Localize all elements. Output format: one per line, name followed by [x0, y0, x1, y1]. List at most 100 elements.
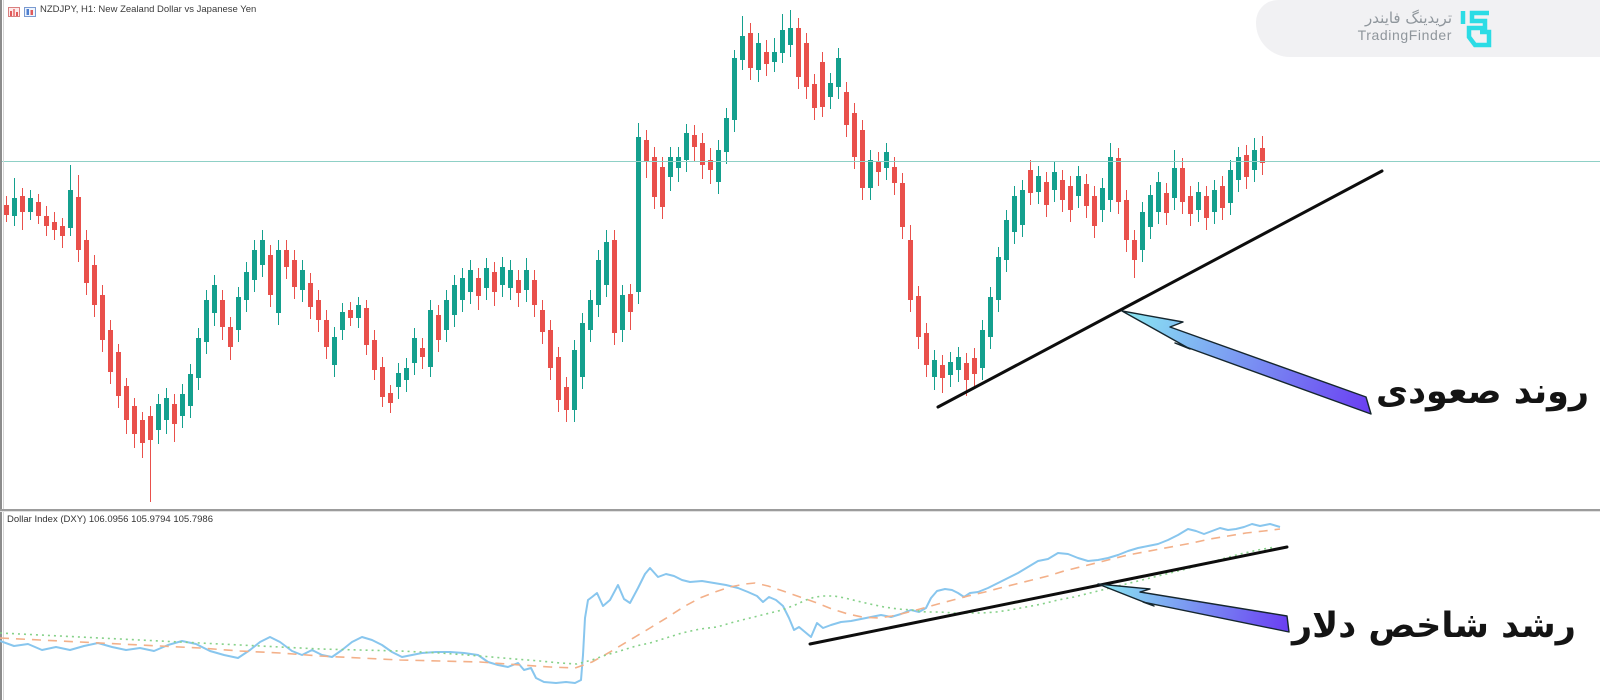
candle-body: [412, 338, 417, 363]
candle-body: [380, 367, 385, 397]
candle-body: [868, 160, 873, 188]
candle-body: [708, 160, 713, 170]
candle-body: [44, 216, 49, 226]
candle-body: [516, 280, 521, 293]
candle-body: [292, 260, 297, 287]
candle-body: [1188, 196, 1193, 214]
candle-body: [996, 257, 1001, 300]
candle-body: [1212, 190, 1217, 212]
candle-body: [780, 30, 785, 53]
candle-body: [28, 198, 33, 212]
candle-body: [732, 58, 737, 120]
candle-body: [1020, 190, 1025, 225]
candle-body: [252, 250, 257, 280]
candle-body: [1012, 196, 1017, 232]
tradingfinder-logo-icon: [1458, 8, 1492, 55]
candle-body: [740, 36, 745, 60]
candle-body: [436, 315, 441, 340]
candle-body: [820, 62, 825, 107]
candle-body: [844, 92, 849, 125]
candle-body: [940, 365, 945, 378]
candle-body: [532, 280, 537, 305]
candle-body: [500, 267, 505, 285]
candle-body: [420, 348, 425, 357]
candle-body: [84, 240, 89, 283]
candle-body: [1132, 240, 1137, 260]
candle-body: [900, 183, 905, 227]
candle-body: [596, 260, 601, 305]
candle-body: [332, 337, 337, 365]
candle-body: [612, 240, 617, 333]
candle-body: [884, 152, 889, 168]
candle-body: [676, 157, 681, 168]
candle-body: [796, 28, 801, 77]
candle-body: [556, 357, 561, 400]
candle-body: [916, 296, 921, 337]
candle-body: [1028, 170, 1033, 193]
candle-body: [644, 140, 649, 162]
candle-body: [148, 416, 153, 440]
candle-body: [564, 387, 569, 410]
price-chart-panel[interactable]: [0, 0, 1600, 511]
candle-body: [404, 368, 409, 380]
candle-body: [476, 278, 481, 296]
symbol-title: NZDJPY, H1: New Zealand Dollar vs Japane…: [40, 3, 257, 15]
candle-body: [1108, 157, 1113, 200]
candle-body: [460, 278, 465, 300]
candle-body: [364, 308, 369, 345]
candle-body: [1084, 184, 1089, 206]
candle-body: [1076, 176, 1081, 196]
candle-body: [356, 305, 361, 318]
candle-body: [268, 255, 273, 295]
candle-body: [1092, 196, 1097, 226]
candle-body: [852, 113, 857, 157]
candle-body: [876, 162, 881, 172]
candle-body: [180, 394, 185, 416]
candle-body: [452, 285, 457, 315]
candle-body: [1220, 186, 1225, 208]
window-left-border-highlight: [3, 0, 4, 700]
candle-body: [572, 350, 577, 410]
candle-body: [580, 323, 585, 377]
candle-body: [444, 300, 449, 330]
candle-body: [140, 420, 145, 443]
candle-body: [60, 226, 65, 236]
candle-body: [172, 404, 177, 424]
candle-body: [116, 352, 121, 396]
candle-body: [620, 295, 625, 330]
candlestick-icon: [24, 4, 36, 17]
price-level-line[interactable]: [0, 161, 1600, 162]
panel-divider[interactable]: [0, 509, 1600, 512]
candle-body: [932, 360, 937, 377]
candle-body: [812, 84, 817, 108]
uptrend-annotation-text: روند صعودی: [1376, 372, 1590, 412]
candle-body: [1140, 212, 1145, 250]
candle-body: [1060, 180, 1065, 200]
candle-body: [164, 398, 169, 420]
candle-body: [972, 358, 977, 374]
candle-body: [308, 283, 313, 307]
candle-body: [956, 357, 961, 370]
candle-body: [828, 83, 833, 97]
candle-body: [220, 300, 225, 327]
candle-body: [508, 270, 513, 288]
candle-body: [660, 167, 665, 207]
candle-body: [836, 58, 841, 87]
candle-body: [36, 202, 41, 216]
candle-body: [924, 333, 929, 365]
candle-body: [228, 327, 233, 347]
candle-body: [764, 52, 769, 64]
candle-body: [652, 157, 657, 197]
candle-body: [756, 43, 761, 70]
candle-body: [1036, 176, 1041, 192]
candle-body: [772, 52, 777, 62]
candle-body: [388, 393, 393, 403]
candle-body: [668, 157, 673, 177]
candle-body: [468, 270, 473, 292]
candle-body: [340, 312, 345, 330]
candle-body: [692, 135, 697, 147]
candle-body: [1204, 196, 1209, 218]
candle-body: [1252, 150, 1257, 170]
candle-body: [100, 295, 105, 340]
candle-body: [1100, 188, 1105, 210]
